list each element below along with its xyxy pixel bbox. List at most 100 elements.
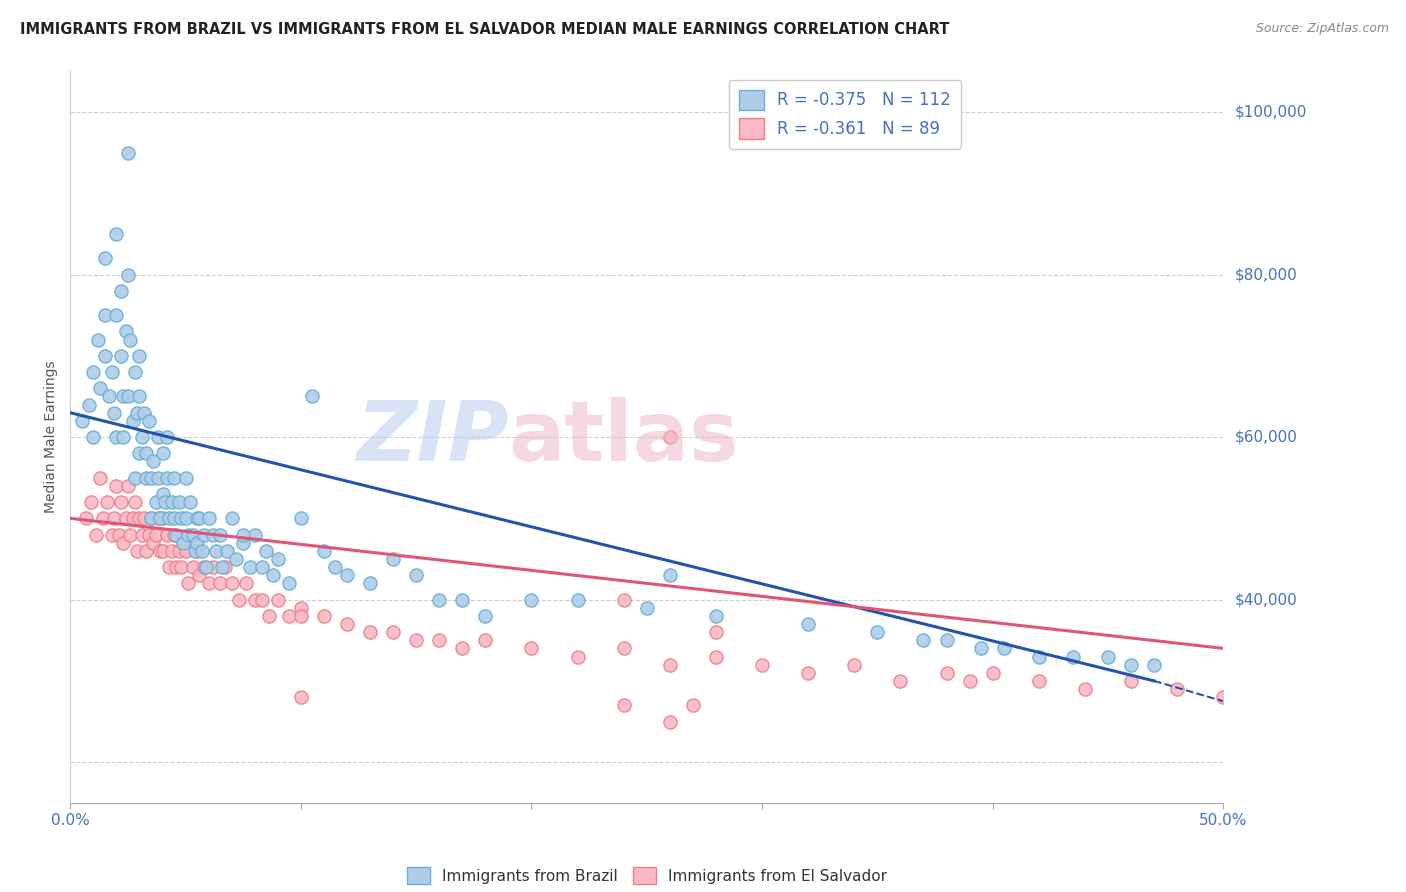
Point bbox=[250, 560, 273, 574]
Point bbox=[128, 446, 150, 460]
Point bbox=[127, 406, 149, 420]
Point bbox=[112, 389, 135, 403]
Point bbox=[336, 617, 359, 632]
Point bbox=[1074, 681, 1097, 696]
Point bbox=[382, 552, 405, 566]
Point bbox=[567, 649, 589, 664]
Point bbox=[82, 430, 104, 444]
Point bbox=[520, 641, 543, 656]
Point bbox=[935, 665, 957, 680]
Point bbox=[186, 511, 208, 525]
Point bbox=[146, 511, 169, 525]
Point bbox=[107, 527, 129, 541]
Point bbox=[117, 145, 139, 160]
Point bbox=[797, 665, 820, 680]
Point bbox=[131, 430, 153, 444]
Point bbox=[96, 495, 118, 509]
Point bbox=[382, 625, 405, 640]
Point bbox=[1143, 657, 1166, 672]
Point bbox=[290, 690, 312, 705]
Point bbox=[278, 608, 301, 623]
Point bbox=[112, 430, 135, 444]
Point bbox=[149, 544, 172, 558]
Text: $80,000: $80,000 bbox=[1234, 267, 1298, 282]
Point bbox=[167, 544, 190, 558]
Point bbox=[77, 398, 100, 412]
Point bbox=[82, 365, 104, 379]
Point bbox=[232, 527, 254, 541]
Point bbox=[152, 446, 174, 460]
Point bbox=[993, 641, 1015, 656]
Point bbox=[235, 576, 257, 591]
Point bbox=[91, 511, 114, 525]
Point bbox=[132, 406, 155, 420]
Text: Source: ZipAtlas.com: Source: ZipAtlas.com bbox=[1256, 22, 1389, 36]
Point bbox=[128, 349, 150, 363]
Point bbox=[1212, 690, 1234, 705]
Point bbox=[704, 649, 727, 664]
Point bbox=[142, 535, 165, 549]
Point bbox=[124, 365, 146, 379]
Point bbox=[889, 673, 911, 688]
Point bbox=[98, 389, 121, 403]
Point bbox=[94, 252, 117, 266]
Point bbox=[142, 454, 165, 468]
Point bbox=[1119, 657, 1142, 672]
Point bbox=[193, 560, 215, 574]
Point bbox=[184, 544, 207, 558]
Point bbox=[751, 657, 773, 672]
Point bbox=[159, 511, 181, 525]
Point bbox=[110, 495, 132, 509]
Point bbox=[970, 641, 993, 656]
Point bbox=[267, 552, 290, 566]
Point bbox=[844, 657, 866, 672]
Point bbox=[114, 511, 136, 525]
Point bbox=[174, 511, 197, 525]
Point bbox=[567, 592, 589, 607]
Point bbox=[112, 535, 135, 549]
Point bbox=[163, 511, 186, 525]
Point bbox=[613, 592, 636, 607]
Point bbox=[202, 560, 225, 574]
Point bbox=[146, 471, 169, 485]
Point bbox=[84, 527, 107, 541]
Point bbox=[262, 568, 284, 582]
Text: atlas: atlas bbox=[509, 397, 740, 477]
Point bbox=[254, 544, 277, 558]
Point bbox=[135, 544, 157, 558]
Point bbox=[474, 633, 496, 648]
Point bbox=[981, 665, 1004, 680]
Point bbox=[427, 592, 450, 607]
Point bbox=[156, 430, 179, 444]
Legend: Immigrants from Brazil, Immigrants from El Salvador: Immigrants from Brazil, Immigrants from … bbox=[401, 862, 893, 890]
Text: $60,000: $60,000 bbox=[1234, 430, 1298, 444]
Point bbox=[193, 527, 215, 541]
Point bbox=[188, 568, 211, 582]
Point bbox=[110, 349, 132, 363]
Point bbox=[167, 495, 190, 509]
Point bbox=[682, 698, 704, 713]
Point bbox=[174, 471, 197, 485]
Point bbox=[103, 406, 125, 420]
Point bbox=[202, 527, 225, 541]
Point bbox=[912, 633, 935, 648]
Point bbox=[214, 560, 236, 574]
Point bbox=[257, 608, 280, 623]
Point bbox=[613, 641, 636, 656]
Point bbox=[145, 495, 167, 509]
Point bbox=[128, 389, 150, 403]
Point bbox=[94, 308, 117, 322]
Point bbox=[278, 576, 301, 591]
Point bbox=[186, 544, 208, 558]
Point bbox=[117, 389, 139, 403]
Point bbox=[359, 625, 381, 640]
Point bbox=[105, 479, 128, 493]
Point bbox=[1097, 649, 1119, 664]
Point bbox=[124, 495, 146, 509]
Point bbox=[101, 527, 124, 541]
Point bbox=[117, 268, 139, 282]
Point bbox=[160, 495, 183, 509]
Point bbox=[239, 560, 262, 574]
Point bbox=[427, 633, 450, 648]
Point bbox=[110, 284, 132, 298]
